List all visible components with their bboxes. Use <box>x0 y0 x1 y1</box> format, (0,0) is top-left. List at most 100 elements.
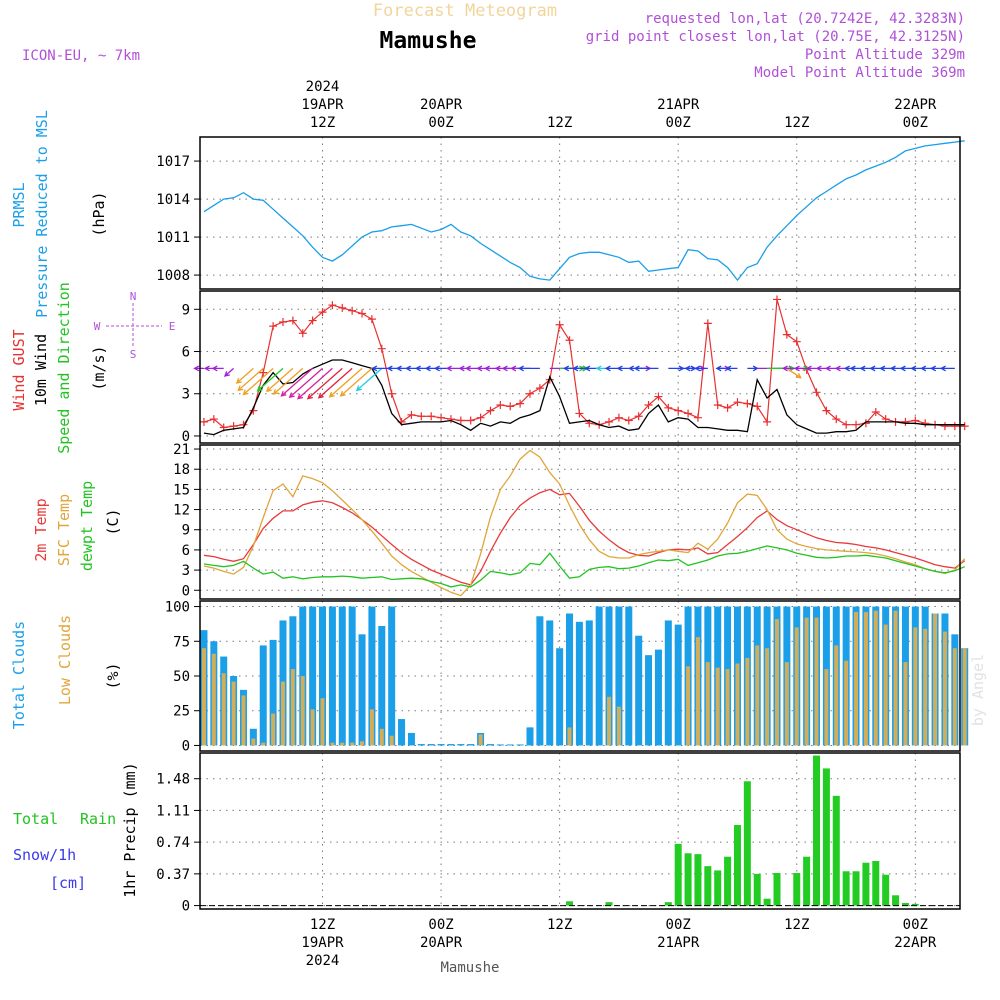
total-cloud-bar <box>309 606 317 746</box>
low-cloud-bar <box>824 669 829 746</box>
gust-point <box>565 336 574 345</box>
total-cloud-bar <box>368 606 376 746</box>
rain-bar <box>714 870 722 906</box>
point-altitude: Point Altitude 329m <box>805 47 965 63</box>
gust-point <box>525 389 534 398</box>
gust-point <box>772 295 781 304</box>
wind-direction-arrow <box>306 367 343 400</box>
gust-point <box>358 309 367 318</box>
time-label-bottom: 2024 <box>306 953 340 969</box>
cloud-unit: (%) <box>104 662 122 689</box>
low-cloud-bar <box>854 612 859 746</box>
time-label-bottom: 22APR <box>894 935 937 951</box>
chart-title: Mamushe <box>380 28 477 54</box>
low-cloud-bar <box>320 698 325 746</box>
credit-watermark: by Angel <box>969 654 987 726</box>
low-cloud-bar <box>705 662 710 746</box>
gust-point <box>703 319 712 328</box>
gust-point <box>852 420 861 429</box>
pressure-label-2: Pressure Reduced to MSL <box>33 110 51 318</box>
rain-bar <box>911 903 919 906</box>
pressure-axis-title: PRMSL Pressure Reduced to MSL (hPa) <box>10 110 108 318</box>
ytick-label: 1014 <box>156 192 190 208</box>
ytick-label: 3 <box>182 563 190 579</box>
total-cloud-bar <box>348 606 356 746</box>
model-label: ICON-EU, ~ 7km <box>22 48 140 64</box>
time-label-top: 00Z <box>428 115 453 131</box>
low-cloud-bar <box>923 628 928 746</box>
low-cloud-bar <box>379 728 384 746</box>
gust-point <box>555 320 564 329</box>
panel-frame <box>199 752 961 910</box>
temp-unit: (C) <box>104 508 122 535</box>
gust-point <box>950 422 959 431</box>
gust-point <box>288 316 297 325</box>
total-cloud-bar <box>378 626 386 746</box>
total-cloud-bar <box>654 649 662 746</box>
wind-direction-arrow <box>339 367 373 397</box>
low-cloud-bar <box>290 669 295 746</box>
total-cloud-bar <box>605 606 613 746</box>
dewpt-line <box>203 545 965 588</box>
panel-pressure: 1008 1011 1014 1017 <box>156 136 965 290</box>
ytick-label: 75 <box>173 634 190 650</box>
wind-direction-arrow <box>725 365 738 372</box>
rain-bar <box>872 861 880 906</box>
total-cloud-bar <box>664 620 672 746</box>
ytick-label: 0 <box>182 738 190 754</box>
rain-bar <box>822 768 830 906</box>
compass-w: W <box>94 320 101 333</box>
time-label-top: 12Z <box>784 115 809 131</box>
wind-direction-arrow <box>517 365 540 372</box>
gust-point <box>466 416 475 425</box>
gust-point <box>812 388 821 397</box>
gust-point <box>713 401 722 409</box>
wind-direction-arrow <box>256 367 284 392</box>
wind-direction-arrow <box>805 365 817 372</box>
low-cloud-bar <box>330 742 335 746</box>
gust-point <box>446 415 455 424</box>
low-cloud-bar <box>201 648 206 746</box>
panel-clouds: 0 25 50 75 100 <box>165 600 969 754</box>
gust-point <box>348 306 357 315</box>
wind-direction-arrow <box>288 367 323 399</box>
ytick-label: 1011 <box>156 230 190 246</box>
rain-label: Rain <box>80 810 116 828</box>
wind-direction-arrow <box>237 367 264 392</box>
panel-temperature: 0 3 6 9 12 15 18 21 <box>173 442 966 600</box>
low-cloud-bar <box>271 713 276 746</box>
low-cloud-bar <box>863 612 868 746</box>
low-cloud-bar <box>873 610 878 746</box>
low-cloud-bar <box>765 648 770 746</box>
wind-direction-arrow <box>272 367 304 395</box>
time-label-top: 22APR <box>894 97 937 113</box>
total-cloud-bar <box>575 621 583 746</box>
low-cloud-bar <box>784 662 789 746</box>
total-cloud-bar <box>635 635 643 746</box>
total-cloud-bar <box>407 732 415 746</box>
gust-point <box>940 422 949 431</box>
low-cloud-bar <box>567 727 572 746</box>
total-cloud-bar <box>457 744 465 746</box>
gust-point <box>328 301 337 310</box>
ytick-label: 1008 <box>156 268 190 284</box>
time-label-top: 12Z <box>547 115 572 131</box>
low-cloud-bar <box>251 738 256 746</box>
wind-direction-arrow <box>793 365 807 372</box>
wind-direction-arrow <box>616 365 629 372</box>
low-cloud-bar <box>745 657 750 746</box>
total-cloud-bar <box>358 634 366 746</box>
gust-point <box>377 344 386 353</box>
gust-point <box>782 330 791 339</box>
low-cloud-bar <box>844 660 849 746</box>
gust-point <box>723 403 732 412</box>
rain-bar <box>901 903 909 906</box>
low-cloud-bar <box>340 742 345 746</box>
rain-bar <box>803 856 811 906</box>
temp2m-label: 2m Temp <box>32 498 50 561</box>
time-label-bottom: 21APR <box>657 935 700 951</box>
gust-point <box>684 409 693 418</box>
time-label-bottom: 12Z <box>310 917 335 933</box>
wind-direction-arrow <box>328 367 363 398</box>
low-cloud-bar <box>350 742 355 746</box>
